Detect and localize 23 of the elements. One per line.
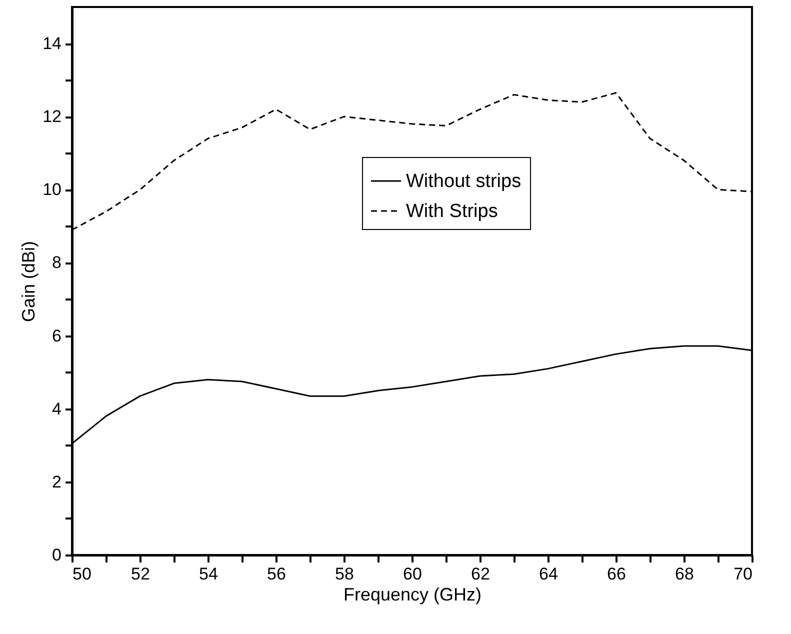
y-axis-title: Gain (dBi): [18, 240, 39, 322]
x-tick-label: 58: [335, 564, 354, 584]
y-tick-label: 10: [42, 180, 62, 200]
x-tick-label: 60: [403, 564, 422, 584]
y-tick-label: 4: [52, 399, 62, 418]
y-tick-label: 14: [42, 34, 62, 54]
y-tick-label: 0: [52, 546, 62, 564]
x-axis-title: Frequency (GHz): [343, 584, 482, 604]
x-tick-label: 66: [607, 564, 626, 584]
x-tick-label: 64: [539, 564, 558, 584]
x-tick-label: 50: [72, 564, 92, 584]
legend-label: With Strips: [406, 201, 498, 222]
x-tick-label: 70: [734, 564, 752, 584]
y-tick-label: 2: [52, 472, 62, 492]
x-tick-label: 68: [675, 564, 694, 584]
x-tick-label: 52: [131, 564, 150, 584]
y-tick-label: 12: [42, 107, 62, 126]
x-tick-label: 62: [471, 564, 490, 584]
x-tick-label: 54: [199, 564, 218, 584]
legend-label: Without strips: [406, 171, 522, 192]
y-tick-label: 8: [52, 253, 62, 272]
y-tick-label: 6: [52, 326, 62, 346]
x-tick-label: 56: [267, 564, 286, 584]
